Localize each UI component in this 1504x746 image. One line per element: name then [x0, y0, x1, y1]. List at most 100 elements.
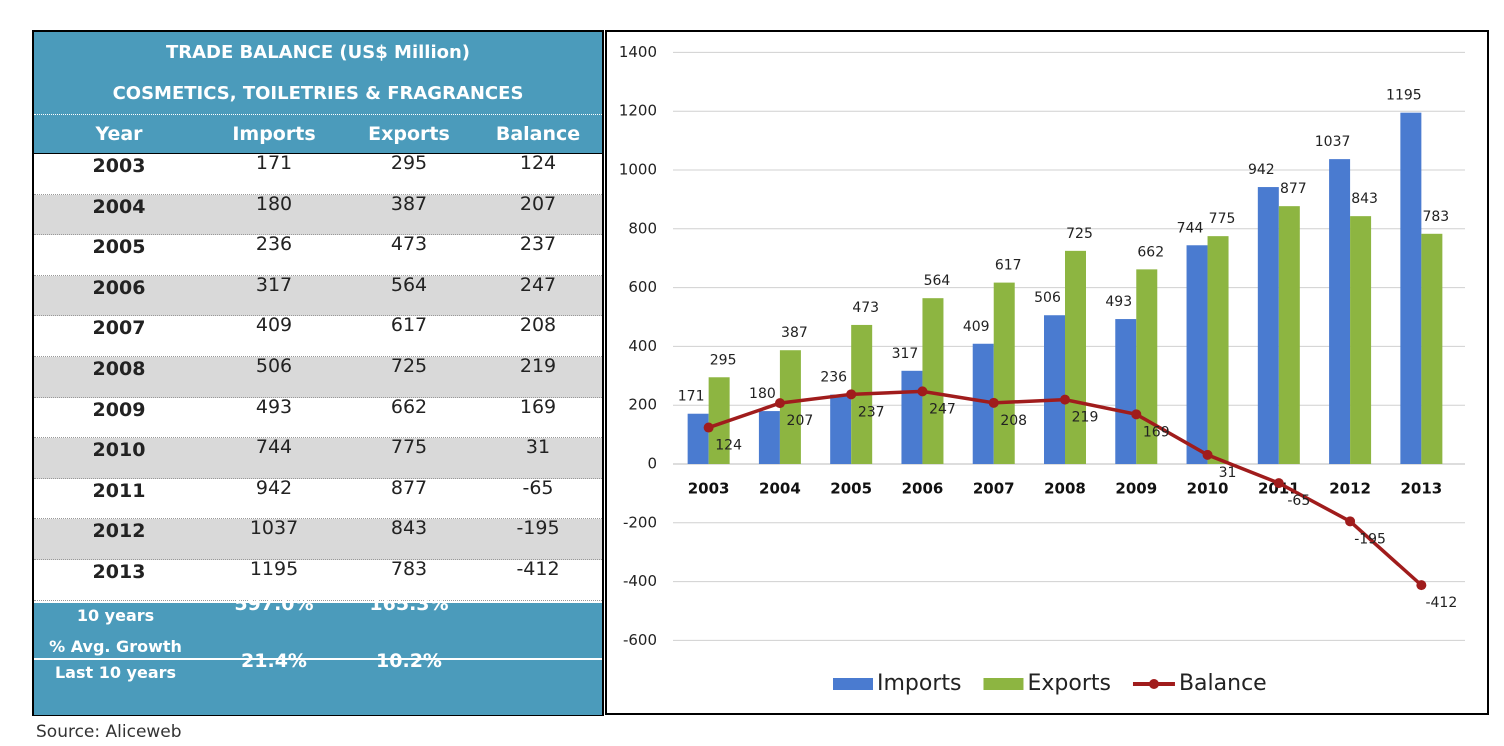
data-label: 1037 — [1315, 134, 1351, 150]
value-cell: 236 — [255, 233, 293, 256]
bar — [1400, 112, 1422, 465]
legend-swatch — [1148, 679, 1159, 689]
y-tick-label: -400 — [623, 572, 657, 590]
bar — [1329, 159, 1351, 464]
legend-label: Exports — [1027, 671, 1110, 696]
value-cell: 564 — [390, 273, 428, 296]
header-cell: Imports — [232, 123, 316, 145]
table-title: TRADE BALANCE (US$ Million) — [34, 32, 602, 73]
data-label: -195 — [1354, 531, 1386, 547]
legend-label: Balance — [1179, 671, 1267, 696]
table-row: 2011 942 877 -65 — [34, 476, 602, 520]
line-point — [1416, 580, 1427, 591]
legend-swatch — [833, 678, 873, 690]
value-cell: 744 — [255, 436, 293, 459]
year-cell: 2012 — [92, 520, 146, 543]
x-tick-label: 2010 — [1187, 480, 1229, 498]
growth-label: % Growth Last 10 years — [49, 580, 182, 625]
y-tick-label: 400 — [628, 337, 657, 355]
data-label: 247 — [929, 401, 956, 417]
value-cell: 317 — [255, 273, 293, 296]
data-label: 237 — [858, 404, 885, 420]
legend-swatch — [983, 678, 1024, 690]
data-label: 236 — [820, 370, 847, 386]
data-label: 207 — [787, 413, 814, 429]
value-cell: 473 — [390, 233, 428, 256]
data-label: 877 — [1280, 181, 1307, 197]
value-cell: 207 — [519, 192, 557, 215]
line-point — [917, 386, 928, 397]
footer-row: % Growth Last 10 years 597.0% 165.3% — [34, 580, 602, 658]
legend-label: Imports — [877, 671, 961, 696]
year-cell: 2007 — [92, 317, 146, 340]
bar — [708, 377, 730, 464]
value-cell: -195 — [516, 517, 560, 540]
line-point — [1131, 409, 1142, 420]
growth-value: 597.0% — [234, 593, 314, 615]
bar — [758, 411, 780, 464]
data-label: 409 — [963, 319, 990, 335]
data-table: TRADE BALANCE (US$ Million) COSMETICS, TO… — [32, 30, 604, 716]
footer-row: % Avg. Growth Last 10 years 21.4% 10.2% — [34, 637, 602, 715]
value-cell: 387 — [390, 192, 428, 215]
value-cell: 877 — [390, 476, 428, 499]
header-cell: Exports — [368, 123, 450, 145]
data-label: 169 — [1143, 424, 1170, 440]
table-row: 2010 744 775 31 — [34, 436, 602, 479]
data-label: 171 — [678, 389, 705, 405]
source-note: Source: Aliceweb — [36, 722, 182, 742]
line-point — [1060, 394, 1070, 405]
growth-value: 165.3% — [369, 593, 449, 615]
value-cell: 295 — [390, 152, 428, 174]
bar — [993, 282, 1015, 464]
line-point — [1202, 449, 1213, 460]
data-label: 473 — [852, 300, 879, 316]
data-label: 124 — [715, 438, 742, 454]
year-cell: 2006 — [92, 276, 146, 299]
value-cell: 208 — [519, 314, 557, 337]
bar — [922, 298, 944, 464]
bar — [1186, 245, 1208, 464]
y-tick-label: 200 — [628, 396, 657, 414]
growth-value: 10.2% — [376, 650, 442, 672]
data-label: -65 — [1287, 493, 1310, 509]
y-tick-label: -600 — [623, 631, 657, 649]
value-cell: 31 — [525, 436, 551, 459]
table-row: 2009 493 662 169 — [34, 395, 602, 439]
value-cell: 725 — [390, 355, 428, 377]
x-tick-label: 2007 — [973, 480, 1015, 498]
x-tick-label: 2006 — [902, 480, 944, 498]
year-cell: 2010 — [92, 439, 146, 462]
bar — [1065, 250, 1086, 464]
y-tick-label: 800 — [628, 219, 657, 237]
data-label: 31 — [1219, 465, 1237, 481]
line-point — [846, 389, 857, 400]
data-label: 387 — [781, 325, 808, 341]
bar — [1207, 236, 1229, 464]
bar — [1257, 187, 1279, 464]
growth-label: % Avg. Growth Last 10 years — [49, 637, 182, 682]
data-label: 662 — [1137, 244, 1164, 260]
line-point — [1273, 478, 1284, 489]
y-tick-label: -200 — [623, 513, 657, 531]
bar — [1421, 233, 1443, 464]
table-row: 2007 409 617 208 — [34, 314, 602, 357]
y-tick-label: 1200 — [619, 102, 657, 120]
y-tick-label: 1000 — [619, 161, 657, 179]
value-cell: 237 — [519, 233, 557, 256]
value-cell: 169 — [519, 395, 557, 418]
value-cell: 775 — [390, 436, 428, 459]
x-tick-label: 2004 — [759, 480, 801, 498]
data-label: 564 — [924, 273, 951, 289]
year-cell: 2009 — [92, 398, 146, 421]
data-label: 843 — [1351, 191, 1378, 207]
line-point — [1345, 516, 1356, 527]
data-label: 219 — [1072, 410, 1099, 426]
value-cell: 124 — [519, 152, 557, 174]
data-label: 1195 — [1386, 88, 1422, 104]
data-label: 506 — [1034, 290, 1061, 306]
y-tick-label: 1400 — [619, 43, 657, 61]
growth-value: 21.4% — [241, 650, 307, 672]
y-tick-label: 0 — [647, 455, 657, 473]
